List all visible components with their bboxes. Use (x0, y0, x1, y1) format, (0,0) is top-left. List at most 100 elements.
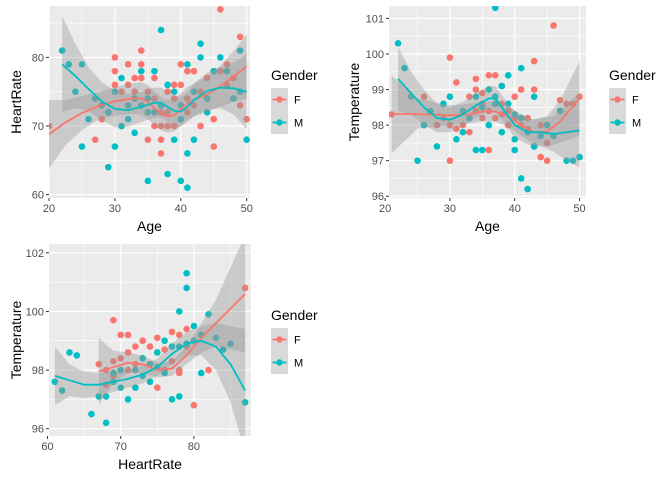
point-M (102, 419, 110, 427)
point-F (485, 72, 493, 79)
point-F (446, 54, 454, 61)
point-F (184, 95, 191, 102)
smooth-line-M (61, 63, 247, 113)
point-M (102, 393, 110, 400)
y-axis-title: HeartRate (8, 70, 24, 134)
point-F (210, 115, 218, 123)
point-F (504, 121, 512, 129)
point-F (184, 108, 191, 116)
y-tick-label: 80 (32, 52, 44, 64)
y-tick-label: 96 (32, 424, 44, 436)
point-M (190, 88, 198, 96)
point-F (479, 114, 486, 122)
point-M (414, 157, 421, 164)
point-F (205, 366, 212, 374)
point-F (157, 122, 165, 130)
point-F (170, 95, 178, 102)
point-M (124, 396, 132, 403)
legend-key-point (614, 96, 621, 103)
x-tick-label: 50 (573, 203, 585, 215)
point-M (504, 72, 512, 79)
point-M (161, 337, 168, 345)
point-M (511, 111, 519, 118)
point-F (236, 102, 244, 109)
legend-title: Gender (271, 67, 318, 83)
smooth-line-F (98, 293, 246, 373)
point-M (524, 185, 531, 193)
point-M (170, 136, 178, 144)
point-F (479, 89, 486, 97)
point-F (446, 157, 454, 164)
legend: Gender FM (271, 307, 318, 374)
point-F (243, 115, 250, 123)
point-F (110, 316, 117, 324)
point-M (161, 369, 168, 377)
x-tick-label: 70 (115, 441, 127, 453)
point-M (110, 369, 117, 377)
point-M (530, 143, 538, 150)
point-F (124, 349, 132, 356)
y-tick-label: 98 (32, 365, 44, 377)
x-tick-label: 40 (175, 203, 187, 215)
point-M (164, 81, 171, 89)
point-M (111, 88, 119, 96)
point-M (65, 60, 73, 68)
point-F (459, 121, 467, 129)
point-F (95, 360, 103, 368)
point-M (210, 67, 218, 75)
x-axis-title: HeartRate (118, 456, 182, 472)
plot-panel (49, 6, 250, 198)
point-F (485, 146, 493, 154)
x-tick-label: 50 (241, 203, 253, 215)
confidence-band-M (398, 46, 580, 168)
point-F (164, 122, 171, 130)
point-F (190, 401, 198, 409)
point-M (168, 396, 176, 403)
point-F (217, 67, 224, 75)
confidence-band-F (98, 244, 246, 406)
point-M (491, 6, 499, 12)
point-M (177, 177, 185, 185)
point-F (154, 334, 161, 342)
point-F (137, 47, 145, 54)
point-F (124, 331, 132, 339)
smooth-line-F (391, 97, 581, 134)
point-F (151, 74, 158, 82)
point-M (197, 54, 204, 61)
plot-1: 20 30 40 50 60 70 80 Age HeartRate Gender FM (8, 6, 318, 234)
point-F (111, 54, 119, 61)
point-M (175, 308, 183, 315)
point-M (203, 108, 211, 116)
point-F (49, 122, 53, 130)
point-M (223, 67, 231, 75)
point-M (472, 93, 480, 100)
point-M (217, 54, 224, 61)
point-M (212, 334, 220, 342)
point-F (177, 60, 185, 68)
point-F (236, 33, 244, 41)
point-M (427, 107, 434, 115)
point-M (197, 40, 204, 48)
point-F (118, 88, 125, 96)
point-M (132, 366, 139, 374)
point-M (105, 108, 112, 116)
point-M (78, 60, 86, 68)
point-F (223, 60, 231, 68)
point-M (72, 88, 79, 96)
point-M (183, 270, 190, 277)
confidence-band-M (54, 323, 246, 436)
y-tick-label: 100 (26, 306, 44, 318)
point-M (124, 115, 132, 123)
point-M (511, 136, 519, 143)
point-M (241, 398, 249, 406)
point-M (511, 146, 519, 154)
point-M (485, 86, 493, 93)
point-F (168, 328, 176, 336)
legend: Gender FM (609, 67, 656, 134)
point-M (184, 184, 191, 192)
point-M (203, 95, 211, 102)
point-F (124, 81, 132, 89)
point-M (227, 340, 234, 347)
point-M (184, 150, 191, 157)
legend-key-point (276, 336, 283, 343)
